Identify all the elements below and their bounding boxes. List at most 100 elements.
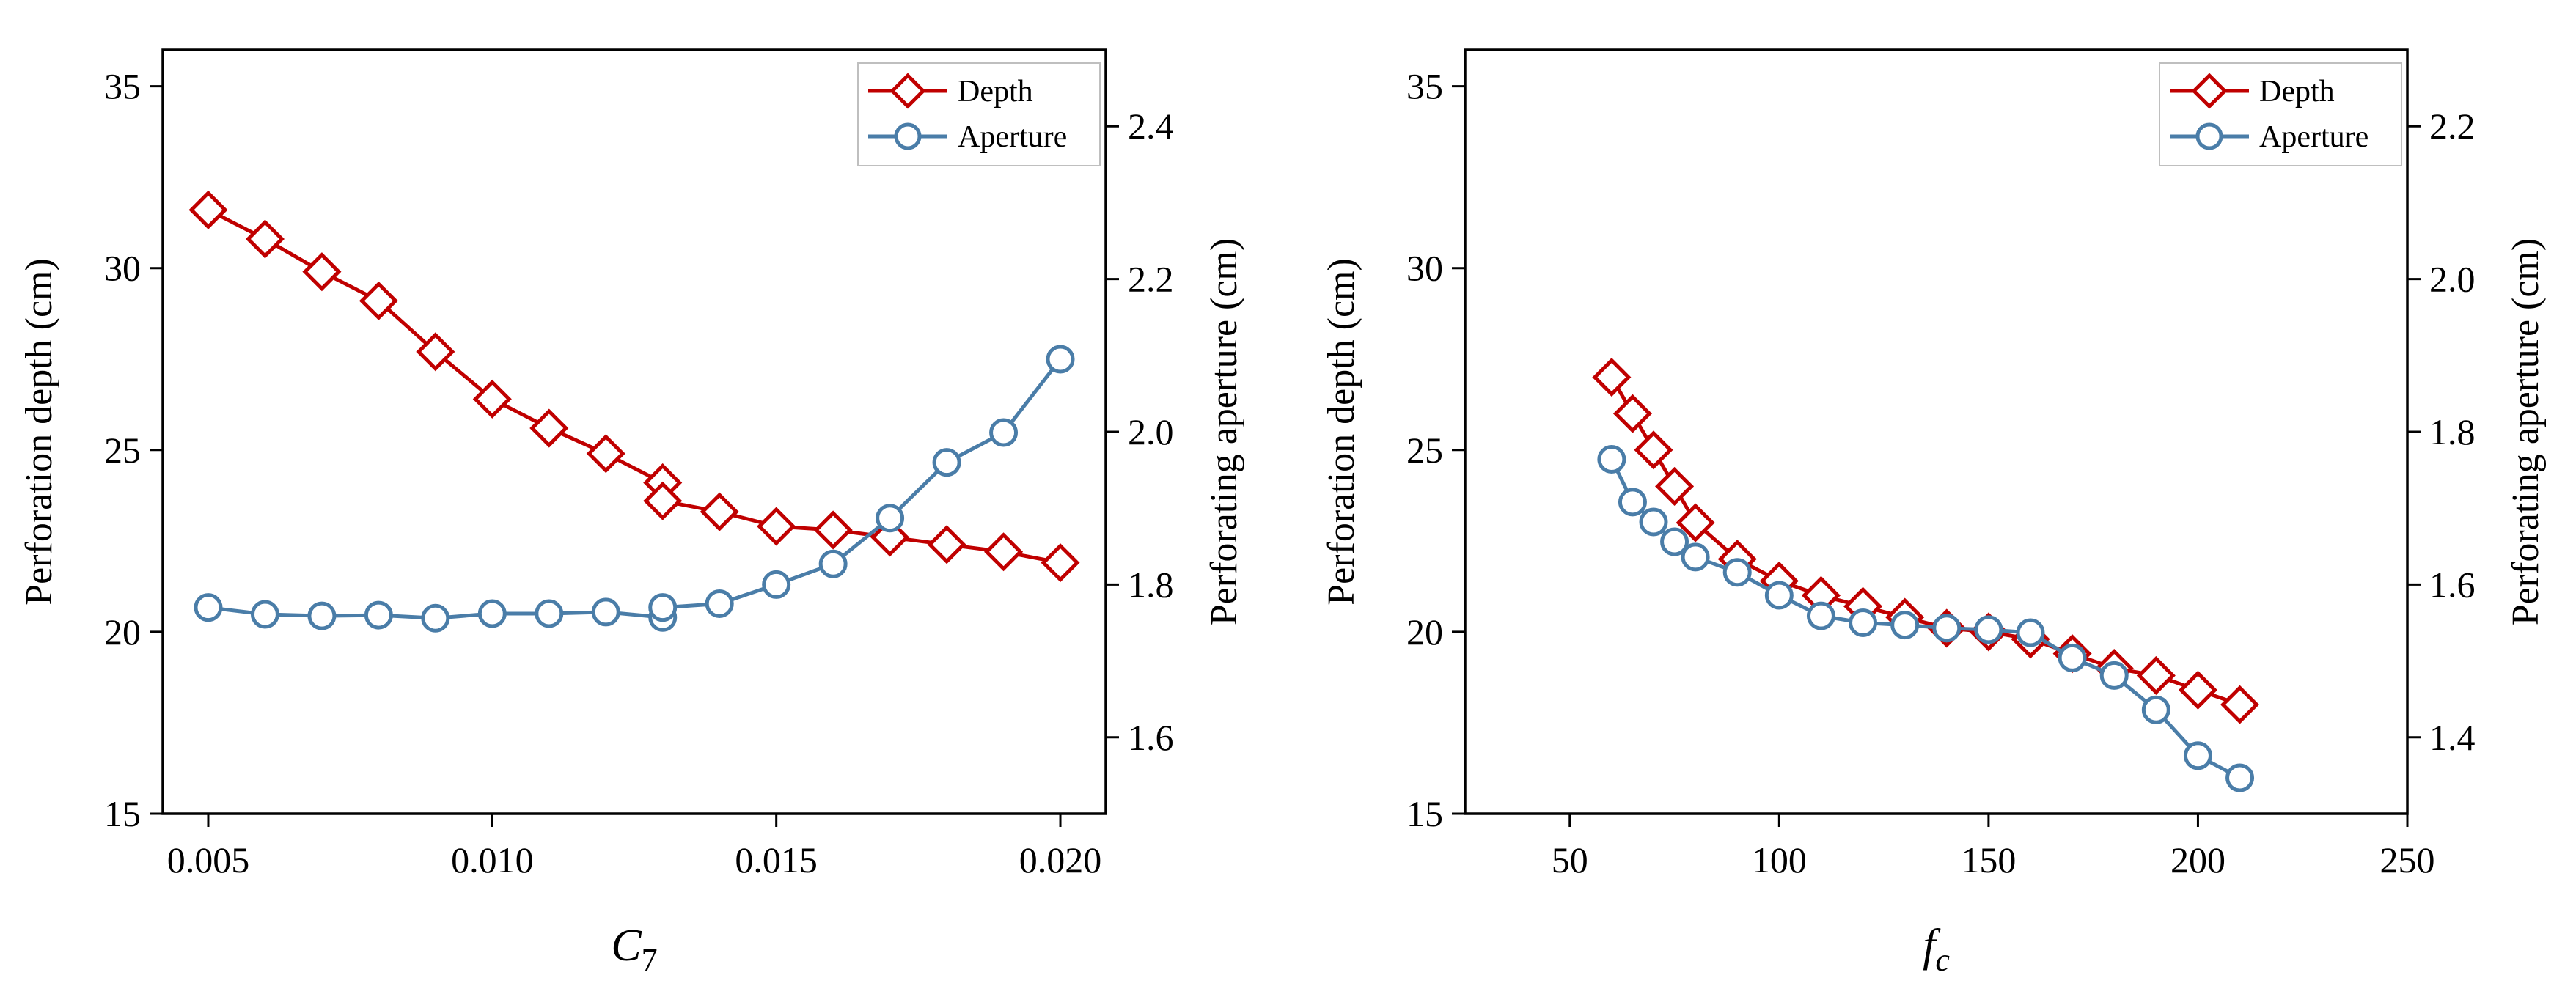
- legend: Depth Aperture: [857, 62, 1101, 166]
- aperture-point: [1639, 507, 1668, 537]
- series-line-depth: [1610, 376, 2241, 707]
- right-y-tick-label: 2.2: [1128, 259, 1174, 300]
- x-axis-title: fc: [1923, 921, 1950, 978]
- x-tick-label: 0.005: [167, 839, 250, 880]
- legend-circle-marker: [2195, 122, 2223, 150]
- depth-point: [984, 532, 1024, 572]
- aperture-point: [2099, 661, 2129, 690]
- left-y-tick-label: 15: [1406, 793, 1443, 834]
- legend-circle-marker: [894, 122, 922, 150]
- left-y-axis-title: Perforation depth (cm): [18, 258, 60, 606]
- x-axis-title-subscript: c: [1935, 942, 1950, 978]
- legend-box: [857, 62, 1101, 166]
- depth-point: [2136, 655, 2176, 695]
- aperture-point: [1974, 615, 2003, 644]
- legend-box: [2159, 62, 2402, 166]
- left-y-tick-label: 20: [1406, 611, 1443, 652]
- left-y-axis-title: Perforation depth (cm): [1321, 258, 1362, 606]
- x-axis-title-subscript: 7: [642, 942, 658, 978]
- left-y-tick-label: 25: [1406, 430, 1443, 471]
- right-y-tick-label: 2.0: [2429, 259, 2476, 300]
- aperture-point: [762, 570, 791, 599]
- aperture-point: [1849, 608, 1878, 637]
- depth-point: [416, 332, 455, 372]
- x-axis-ticks: 0.005 0.010 0.015 0.020: [167, 814, 1102, 880]
- left-y-axis-ticks: 15 20 25 30 35: [104, 66, 163, 834]
- x-tick-label: 250: [2380, 839, 2435, 880]
- aperture-point: [1618, 488, 1647, 517]
- aperture-point: [1806, 601, 1835, 630]
- depth-point: [927, 525, 966, 564]
- aperture-point: [1722, 558, 1752, 587]
- legend: Depth Aperture: [2159, 62, 2402, 166]
- legend-diamond-marker: [889, 73, 926, 109]
- aperture-point: [421, 603, 450, 633]
- series-aperture: [1597, 445, 2255, 792]
- aperture-point: [648, 593, 678, 622]
- aperture-point: [1046, 345, 1075, 374]
- aperture-point: [1890, 611, 1920, 640]
- right-y-tick-label: 2.2: [2429, 106, 2476, 147]
- depth-point: [2178, 670, 2217, 710]
- left-y-axis-ticks: 15 20 25 30 35: [1406, 66, 1465, 834]
- aperture-point: [2183, 741, 2212, 770]
- aperture-point: [932, 448, 961, 477]
- aperture-point: [989, 418, 1019, 447]
- right-y-tick-label: 1.6: [1128, 717, 1174, 758]
- x-tick-label: 150: [1961, 839, 2016, 880]
- left-y-tick-label: 30: [104, 248, 141, 289]
- depth-point: [1655, 466, 1695, 506]
- aperture-point: [307, 601, 337, 630]
- aperture-point: [535, 599, 564, 628]
- x-axis-ticks: 50 100 150 200 250: [1552, 814, 2435, 880]
- right-y-axis-title: Perforating aperture (cm): [2505, 238, 2547, 625]
- right-y-tick-label: 1.4: [2429, 717, 2476, 758]
- x-tick-label: 50: [1552, 839, 1588, 880]
- depth-point: [813, 510, 853, 550]
- left-y-tick-label: 20: [104, 611, 141, 652]
- x-tick-label: 0.020: [1019, 839, 1102, 880]
- depth-point: [1676, 503, 1715, 542]
- legend-label: Depth: [2259, 75, 2335, 108]
- right-y-axis-ticks: 1.4 1.6 1.8 2.0 2.2: [2407, 106, 2476, 758]
- chart-panel-right: 50 100 150 200 250 15 20 25 30 35 1.4 1.6 1.8 2.0 2.2 P…: [1321, 48, 2547, 978]
- right-y-axis-title: Perforating aperture (cm): [1203, 238, 1245, 625]
- aperture-point: [2058, 643, 2087, 672]
- depth-point: [302, 252, 342, 292]
- legend-label: Aperture: [2259, 120, 2368, 154]
- series-line-aperture: [1610, 458, 2241, 780]
- depth-point: [1041, 543, 1080, 583]
- legend-label: Depth: [958, 75, 1033, 108]
- depth-point: [472, 379, 512, 419]
- series-line-depth: [207, 208, 1061, 565]
- depth-point: [1634, 430, 1673, 470]
- x-tick-label: 100: [1752, 839, 1807, 880]
- aperture-point: [818, 549, 848, 578]
- aperture-point: [1597, 445, 1626, 474]
- depth-point: [586, 434, 625, 474]
- aperture-point: [1932, 614, 1962, 643]
- aperture-point: [477, 599, 507, 628]
- aperture-point: [250, 600, 279, 629]
- series-depth: [1592, 358, 2260, 724]
- depth-point: [643, 481, 683, 520]
- chart-panel-left: 0.005 0.010 0.015 0.020 15 20 25 30 35 1.6 1.8 2.0 2…: [18, 48, 1245, 978]
- aperture-point: [2016, 618, 2045, 647]
- right-y-tick-label: 2.4: [1128, 106, 1174, 147]
- x-axis-title-symbol: C: [611, 921, 642, 971]
- aperture-point: [1764, 581, 1794, 610]
- right-y-tick-label: 1.8: [2429, 411, 2476, 452]
- aperture-point: [705, 589, 734, 618]
- aperture-point: [1660, 527, 1689, 556]
- left-y-tick-label: 35: [104, 66, 141, 107]
- legend-label: Aperture: [958, 120, 1067, 154]
- depth-point: [1612, 394, 1652, 433]
- aperture-point: [591, 597, 620, 627]
- left-y-tick-label: 25: [104, 430, 141, 471]
- aperture-point: [876, 504, 905, 533]
- left-y-tick-label: 15: [104, 793, 141, 834]
- x-tick-label: 0.010: [451, 839, 534, 880]
- x-tick-label: 200: [2170, 839, 2225, 880]
- left-y-tick-label: 30: [1406, 248, 1443, 289]
